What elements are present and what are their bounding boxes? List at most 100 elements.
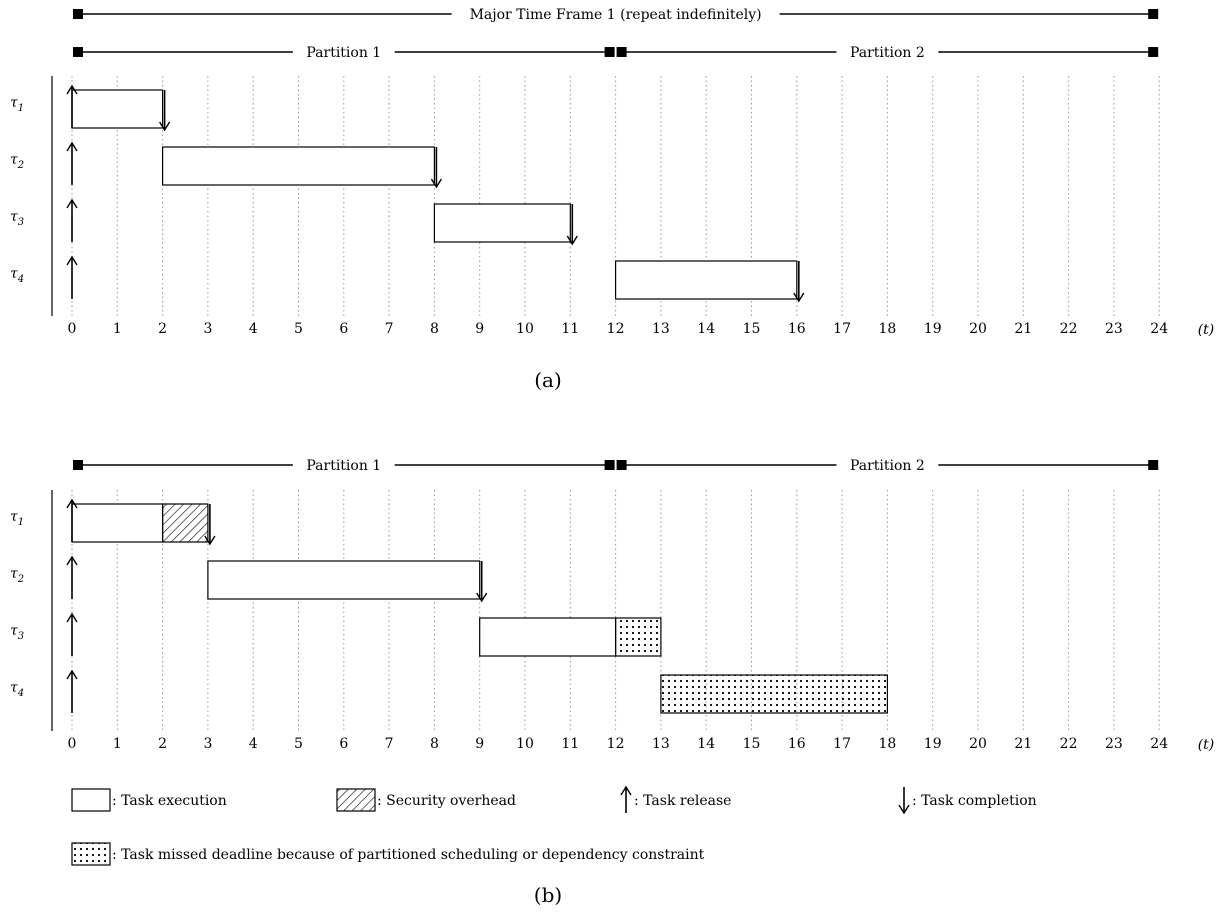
completion-arrow bbox=[430, 147, 442, 189]
release-arrow bbox=[66, 498, 78, 542]
tick-label: 21 bbox=[1014, 736, 1032, 752]
tick-label: 10 bbox=[516, 321, 534, 337]
frame-start-marker bbox=[616, 47, 627, 57]
task-index: 2 bbox=[17, 160, 24, 171]
tick-label: 5 bbox=[294, 736, 303, 752]
tick-label: 3 bbox=[203, 321, 212, 337]
legend-label: : Task execution bbox=[112, 793, 227, 809]
tick-label: 4 bbox=[249, 736, 258, 752]
task-row-2: τ2 bbox=[10, 555, 488, 603]
task-index: 1 bbox=[18, 103, 24, 114]
frame-b-1: Partition 2 bbox=[616, 458, 1159, 474]
legend-item-overhead: : Security overhead bbox=[336, 788, 516, 812]
task-symbol: τ bbox=[10, 209, 18, 225]
release-arrow bbox=[66, 555, 78, 599]
task-block-execution bbox=[71, 503, 164, 543]
task-symbol: τ bbox=[10, 509, 18, 525]
grid-b bbox=[71, 490, 1160, 731]
tick-label: 7 bbox=[385, 321, 394, 337]
legend-label: : Security overhead bbox=[377, 793, 516, 809]
tick-label: 1 bbox=[113, 736, 122, 752]
completion-arrow bbox=[793, 261, 805, 303]
tick-label: 2 bbox=[158, 321, 167, 337]
legend-label: : Task missed deadline because of partit… bbox=[112, 847, 705, 863]
tick-label: 20 bbox=[969, 321, 987, 337]
tick-label: 16 bbox=[788, 736, 806, 752]
task-label: τ1 bbox=[10, 509, 24, 528]
legend-swatch-execution bbox=[71, 788, 111, 812]
completion-arrow-head bbox=[430, 178, 442, 189]
task-block-overhead bbox=[162, 503, 209, 543]
tick-label: 19 bbox=[924, 321, 942, 337]
legend-item-completion: : Task completion bbox=[898, 787, 1037, 815]
completion-arrow bbox=[204, 504, 216, 546]
tick-label: 0 bbox=[68, 321, 77, 337]
legend-item-missed: : Task missed deadline because of partit… bbox=[71, 842, 705, 866]
release-arrow-head bbox=[66, 612, 78, 623]
completion-arrow bbox=[159, 90, 171, 132]
legend-label: : Task release bbox=[634, 793, 731, 809]
frame-end-marker bbox=[604, 47, 615, 57]
completion-arrow-head bbox=[204, 535, 216, 546]
tick-label: 24 bbox=[1150, 736, 1168, 752]
tick-label: 17 bbox=[833, 736, 851, 752]
release-arrow-head bbox=[620, 785, 632, 796]
frame-end-marker bbox=[1148, 47, 1159, 57]
frame-label: Partition 1 bbox=[306, 458, 381, 474]
task-row-4: τ4 bbox=[10, 255, 805, 303]
completion-arrow-head bbox=[898, 804, 910, 815]
frame-end-marker bbox=[604, 460, 615, 470]
time-unit-label: (t) bbox=[1198, 322, 1215, 338]
tick-label: 6 bbox=[339, 321, 348, 337]
tick-label: 17 bbox=[833, 321, 851, 337]
tick-label: 12 bbox=[607, 321, 625, 337]
completion-arrow-head bbox=[159, 121, 171, 132]
frame-end-marker bbox=[1148, 9, 1159, 19]
frame-start-marker bbox=[73, 47, 83, 57]
tick-label: 9 bbox=[475, 321, 484, 337]
frame-start-marker bbox=[73, 460, 83, 470]
release-arrow bbox=[66, 669, 78, 713]
task-symbol: τ bbox=[10, 623, 18, 639]
tick-label: 5 bbox=[294, 321, 303, 337]
tick-label: 0 bbox=[68, 736, 77, 752]
task-index: 1 bbox=[18, 517, 24, 528]
tick-label: 11 bbox=[561, 736, 579, 752]
release-arrow-head bbox=[66, 141, 78, 152]
release-arrow-head bbox=[66, 555, 78, 566]
completion-arrow-head bbox=[476, 592, 488, 603]
frame-a-1: Partition 1 bbox=[73, 45, 615, 61]
tick-label: 13 bbox=[652, 736, 670, 752]
tick-label: 10 bbox=[516, 736, 534, 752]
panel-caption: (a) bbox=[534, 368, 562, 392]
task-row-1: τ1 bbox=[10, 498, 216, 546]
legend-release-arrow bbox=[620, 785, 632, 813]
task-label: τ2 bbox=[10, 566, 24, 585]
tick-label: 12 bbox=[607, 736, 625, 752]
frame-label: Partition 1 bbox=[306, 45, 381, 61]
task-block-missed bbox=[614, 617, 662, 657]
release-arrow-head bbox=[66, 669, 78, 680]
tick-label: 15 bbox=[743, 736, 761, 752]
completion-arrow-head bbox=[566, 235, 578, 246]
task-block-execution bbox=[614, 260, 798, 300]
panel-a: Major Time Frame 1 (repeat indefinitely)… bbox=[10, 7, 1214, 392]
tick-label: 24 bbox=[1150, 321, 1168, 337]
release-arrow-head bbox=[66, 255, 78, 266]
completion-arrow bbox=[566, 204, 578, 246]
task-block-execution bbox=[207, 560, 481, 600]
completion-arrow bbox=[476, 561, 488, 603]
tick-label: 8 bbox=[430, 321, 439, 337]
tick-label: 21 bbox=[1014, 321, 1032, 337]
release-arrow bbox=[66, 198, 78, 242]
tick-label: 13 bbox=[652, 321, 670, 337]
legend-completion-arrow bbox=[898, 787, 910, 815]
tick-label: 9 bbox=[475, 736, 484, 752]
release-arrow bbox=[66, 255, 78, 299]
release-arrow-head bbox=[66, 84, 78, 95]
tick-label: 14 bbox=[697, 321, 715, 337]
legend-swatch-overhead bbox=[336, 788, 376, 812]
tick-label: 22 bbox=[1060, 321, 1078, 337]
task-row-3: τ3 bbox=[10, 612, 662, 657]
task-label: τ4 bbox=[10, 680, 24, 699]
